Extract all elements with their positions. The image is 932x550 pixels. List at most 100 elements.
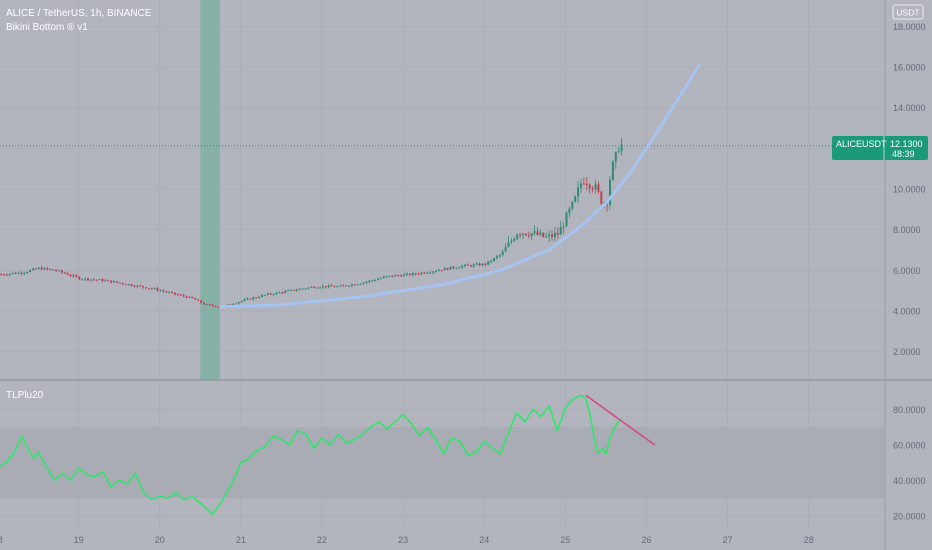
- candle[interactable]: [577, 181, 580, 203]
- candle[interactable]: [104, 278, 107, 282]
- candle[interactable]: [98, 278, 101, 281]
- candle[interactable]: [66, 272, 69, 276]
- candle[interactable]: [464, 264, 466, 268]
- candle[interactable]: [571, 200, 574, 211]
- candle[interactable]: [461, 264, 464, 269]
- candle[interactable]: [116, 281, 118, 284]
- candle[interactable]: [29, 269, 31, 273]
- candle[interactable]: [2, 273, 5, 276]
- candle[interactable]: [165, 290, 168, 294]
- candle[interactable]: [240, 300, 243, 303]
- candle[interactable]: [420, 271, 423, 276]
- candle[interactable]: [333, 285, 336, 288]
- candle[interactable]: [191, 296, 194, 299]
- candle[interactable]: [11, 272, 14, 275]
- candle[interactable]: [20, 270, 23, 276]
- candle[interactable]: [362, 282, 365, 286]
- candle[interactable]: [397, 274, 400, 277]
- candle[interactable]: [585, 176, 588, 191]
- candle[interactable]: [539, 229, 542, 237]
- candle[interactable]: [26, 271, 29, 274]
- candle[interactable]: [87, 277, 89, 282]
- candle[interactable]: [252, 296, 255, 301]
- candle[interactable]: [124, 283, 127, 286]
- candle[interactable]: [394, 274, 397, 277]
- candle[interactable]: [49, 268, 52, 271]
- oscillator-title[interactable]: TLPlu20: [6, 390, 44, 401]
- candle[interactable]: [385, 275, 388, 278]
- candle[interactable]: [43, 267, 46, 271]
- candle[interactable]: [142, 285, 145, 289]
- candle[interactable]: [403, 273, 406, 277]
- candle[interactable]: [565, 211, 568, 227]
- candle[interactable]: [545, 232, 548, 239]
- candle[interactable]: [452, 265, 455, 270]
- candle[interactable]: [17, 271, 20, 274]
- candle[interactable]: [580, 179, 582, 194]
- candle[interactable]: [84, 277, 87, 281]
- candle[interactable]: [78, 276, 81, 280]
- candle[interactable]: [101, 277, 104, 283]
- candle[interactable]: [411, 271, 414, 277]
- candle[interactable]: [472, 263, 475, 268]
- candle[interactable]: [234, 302, 237, 305]
- candle[interactable]: [60, 269, 63, 275]
- candle[interactable]: [200, 300, 203, 304]
- candle[interactable]: [516, 233, 519, 241]
- candle[interactable]: [281, 291, 284, 295]
- candle[interactable]: [458, 266, 461, 269]
- candle[interactable]: [559, 220, 562, 235]
- candle[interactable]: [417, 272, 420, 276]
- candle[interactable]: [258, 295, 261, 299]
- candle[interactable]: [611, 159, 614, 182]
- candle[interactable]: [487, 261, 490, 266]
- candle[interactable]: [185, 295, 188, 299]
- candle[interactable]: [582, 177, 585, 186]
- candle[interactable]: [614, 151, 617, 170]
- candle[interactable]: [72, 273, 75, 278]
- candle[interactable]: [188, 295, 191, 299]
- candle[interactable]: [542, 232, 545, 238]
- candle[interactable]: [316, 286, 319, 289]
- candle[interactable]: [147, 288, 150, 290]
- candle[interactable]: [507, 236, 510, 248]
- candle[interactable]: [594, 179, 597, 194]
- candle[interactable]: [475, 261, 478, 265]
- candle[interactable]: [69, 273, 72, 278]
- candle[interactable]: [284, 289, 287, 294]
- candle[interactable]: [304, 288, 307, 290]
- candle[interactable]: [574, 195, 577, 203]
- candle[interactable]: [23, 272, 26, 276]
- candle[interactable]: [481, 262, 484, 267]
- candle[interactable]: [0, 273, 2, 276]
- candle[interactable]: [290, 289, 292, 291]
- candle[interactable]: [121, 282, 124, 286]
- candle[interactable]: [377, 277, 379, 281]
- time-axis[interactable]: 18 19 20 21 22 23 24 25 26 27 28: [0, 535, 814, 545]
- candle[interactable]: [469, 264, 472, 268]
- candle[interactable]: [562, 222, 565, 234]
- candle[interactable]: [243, 297, 246, 302]
- candle[interactable]: [510, 237, 513, 245]
- candle[interactable]: [568, 206, 571, 218]
- candle[interactable]: [548, 230, 551, 243]
- candle[interactable]: [522, 232, 524, 239]
- candle[interactable]: [255, 296, 258, 299]
- candle[interactable]: [527, 231, 530, 239]
- candle[interactable]: [455, 267, 458, 270]
- candle[interactable]: [133, 284, 136, 288]
- candle[interactable]: [246, 297, 249, 300]
- candle[interactable]: [95, 279, 98, 282]
- symbol-title[interactable]: ALICE / TetherUS, 1h, BINANCE: [6, 8, 152, 19]
- candle[interactable]: [408, 273, 411, 276]
- candle[interactable]: [617, 147, 620, 154]
- candle[interactable]: [307, 287, 310, 290]
- candle[interactable]: [263, 294, 266, 297]
- candle[interactable]: [194, 297, 197, 300]
- candle[interactable]: [437, 268, 440, 272]
- candle[interactable]: [498, 254, 501, 259]
- candle[interactable]: [81, 278, 84, 281]
- candle[interactable]: [237, 301, 240, 305]
- candle[interactable]: [435, 269, 437, 273]
- candle[interactable]: [327, 284, 330, 289]
